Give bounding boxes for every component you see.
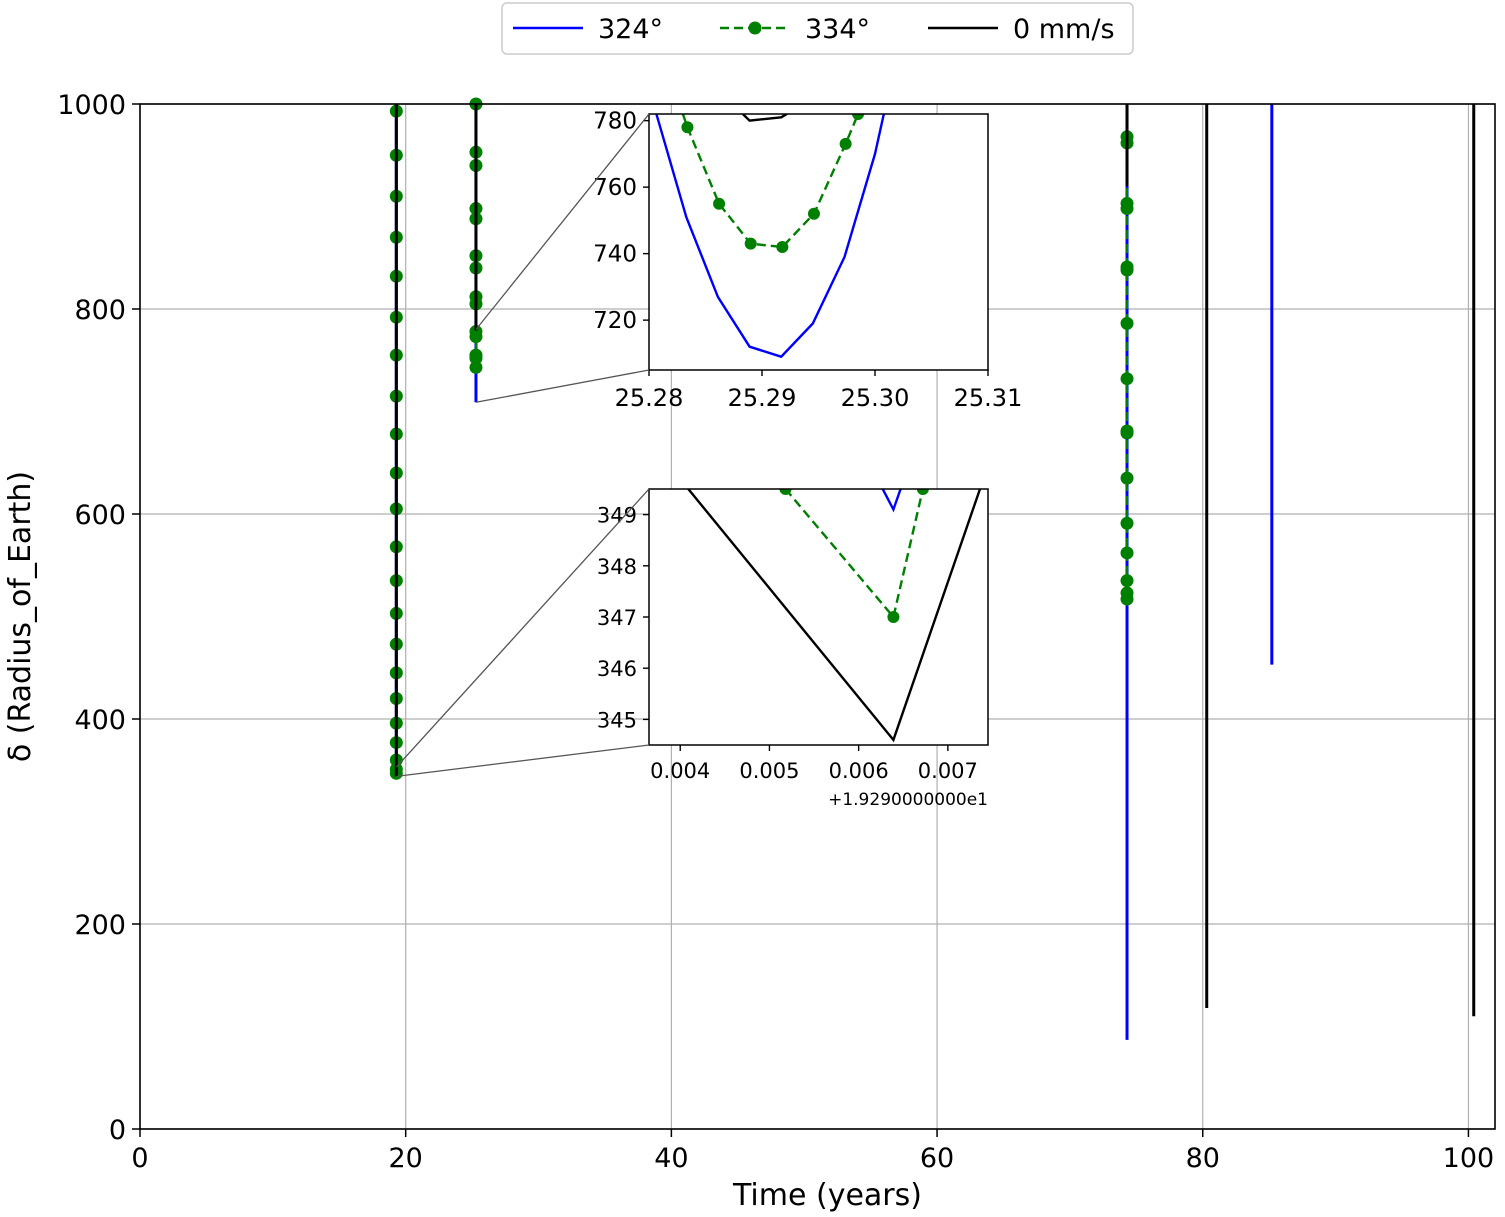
inset-x-tick-label: 0.007 (918, 759, 978, 783)
data-point-334 (887, 611, 900, 623)
y-tick-label: 600 (74, 500, 126, 531)
inset-x-tick-label: 0.004 (650, 759, 710, 783)
y-tick-label: 800 (74, 295, 126, 326)
inset-y-tick-label: 760 (593, 175, 637, 201)
zoom-connectors (395, 113, 650, 778)
series-line-324 (881, 489, 902, 513)
y-tick-label: 1000 (57, 90, 126, 121)
data-point-334 (681, 121, 694, 134)
series-line-0-mm-s (741, 114, 788, 122)
series-line-324 (655, 114, 886, 359)
inset-series (687, 489, 982, 743)
inset-y-tick-label: 720 (593, 308, 637, 334)
inset-y-tick-label: 780 (593, 109, 637, 135)
inset-x-tick-label: 25.31 (954, 384, 1023, 412)
data-point-334 (839, 137, 852, 150)
data-point-334 (807, 207, 820, 220)
data-point-334 (1120, 426, 1134, 440)
inset-x-tick-label: 0.006 (829, 759, 889, 783)
data-point-334 (776, 240, 789, 253)
data-point-334 (744, 237, 757, 250)
inset-series (655, 81, 886, 359)
data-point-334 (1120, 263, 1134, 277)
inset-upper: 25.28 25.29 25.30 25.31 720 740 760 780 (593, 81, 1023, 412)
inset-y-tick-label: 345 (597, 708, 637, 732)
legend-label: 334° (805, 14, 870, 45)
data-point-334 (916, 489, 929, 495)
series-line-334 (784, 489, 925, 620)
x-tick-label: 40 (654, 1143, 688, 1174)
inset-background (649, 489, 988, 745)
data-point-334 (713, 197, 726, 210)
y-tick-label: 400 (74, 705, 126, 736)
data-point-334 (1120, 546, 1134, 560)
data-point-334 (1120, 592, 1134, 606)
plot-frame (139, 103, 1496, 1130)
series-line-0-mm-s (687, 489, 982, 743)
inset-x-tick-label: 0.005 (739, 759, 799, 783)
inset-lower: 0.004 0.005 0.006 0.007345346347348349+1.92… (597, 488, 989, 810)
zoom-connector-line (475, 369, 650, 403)
data-point-334 (852, 114, 865, 120)
inset-x-offset-label: +1.9290000000e1 (828, 790, 988, 810)
inset-x-tick-label: 25.28 (615, 384, 684, 412)
data-point-334 (469, 351, 483, 365)
legend-entry-324: 324° (513, 14, 663, 45)
zoom-connector-line (396, 744, 650, 778)
x-tick-label: 80 (1186, 1143, 1220, 1174)
legend-label: 0 mm/s (1013, 14, 1115, 45)
data-point-334 (469, 360, 483, 374)
x-tick-label: 0 (131, 1143, 148, 1174)
data-point-334 (1120, 202, 1134, 216)
zoom-connector-line (475, 113, 650, 330)
data-point-334 (1120, 316, 1134, 330)
legend-box (501, 2, 1134, 55)
x-tick-label: 20 (389, 1143, 423, 1174)
data-point-334 (668, 81, 680, 93)
series-0-mm-s (394, 104, 1476, 1017)
legend-entry-334: 334° (720, 14, 870, 45)
x-tick-label: 100 (1443, 1143, 1495, 1174)
inset-x-tick-label: 25.30 (841, 384, 910, 412)
data-point-334 (779, 489, 792, 495)
y-axis-label: δ (Radius_of_Earth) (3, 471, 38, 762)
legend-entry-0-mm-s: 0 mm/s (928, 14, 1115, 45)
legend-label: 324° (598, 14, 663, 45)
data-point-334 (1120, 574, 1134, 588)
x-axis-label: Time (years) (732, 1178, 922, 1213)
legend: 324° 334° 0 mm/s (501, 2, 1134, 55)
inset-background (649, 114, 988, 370)
inset-y-tick-label: 740 (593, 242, 637, 268)
y-tick-label: 0 (109, 1115, 126, 1146)
inset-y-tick-label: 348 (597, 555, 637, 579)
inset-frame (648, 113, 989, 371)
zoom-connector-line (395, 488, 650, 768)
inset-y-tick-label: 347 (597, 606, 637, 630)
data-point-334 (1120, 471, 1134, 485)
legend-swatch-marker (748, 21, 762, 35)
x-tick-label: 60 (920, 1143, 954, 1174)
inset-x-tick-label: 25.29 (728, 384, 797, 412)
y-tick-label: 200 (74, 910, 126, 941)
data-point-334 (1120, 516, 1134, 530)
inset-y-tick-label: 346 (597, 657, 637, 681)
data-point-334 (1120, 372, 1134, 386)
data-point-334 (469, 330, 483, 344)
